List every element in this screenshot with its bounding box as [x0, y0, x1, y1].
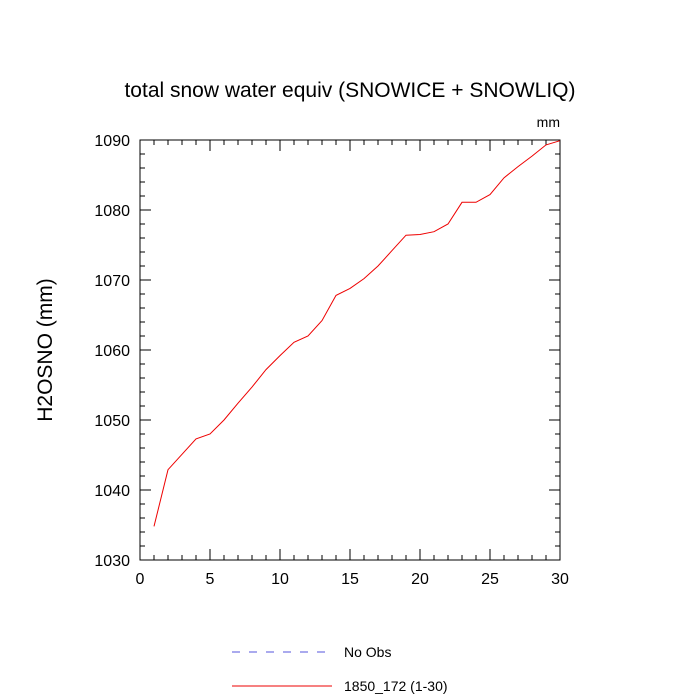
y-tick-label: 1040: [94, 483, 130, 500]
axis-ticks: 0 5 10 15 20 25 30 1030 1040 1050 1060 1070 1080 1090: [94, 133, 569, 588]
y-tick-label: 1030: [94, 553, 130, 570]
y-axis-label: H2OSNO (mm): [34, 278, 57, 422]
series-group: [153, 140, 561, 527]
x-tick-label: 5: [206, 571, 215, 588]
x-tick-label: 25: [481, 571, 499, 588]
y-tick-label: 1050: [94, 413, 130, 430]
x-tick-label: 10: [271, 571, 289, 588]
x-tick-label: 15: [341, 571, 359, 588]
y-tick-label: 1060: [94, 343, 130, 360]
x-tick-label: 0: [136, 571, 145, 588]
legend-label-1: 1850_172 (1-30): [344, 678, 448, 694]
legend-label-0: No Obs: [344, 644, 391, 660]
y-tick-label: 1070: [94, 273, 130, 290]
y-tick-label: 1080: [94, 203, 130, 220]
plot-frame: [139, 139, 561, 561]
x-tick-label: 30: [551, 571, 569, 588]
series-line-1: [153, 140, 561, 527]
y-tick-label: 1090: [94, 133, 130, 150]
units-label: mm: [537, 114, 560, 130]
x-tick-label: 20: [411, 571, 429, 588]
legend: No Obs 1850_172 (1-30): [232, 644, 448, 694]
chart-title: total snow water equiv (SNOWICE + SNOWLI…: [124, 79, 575, 102]
